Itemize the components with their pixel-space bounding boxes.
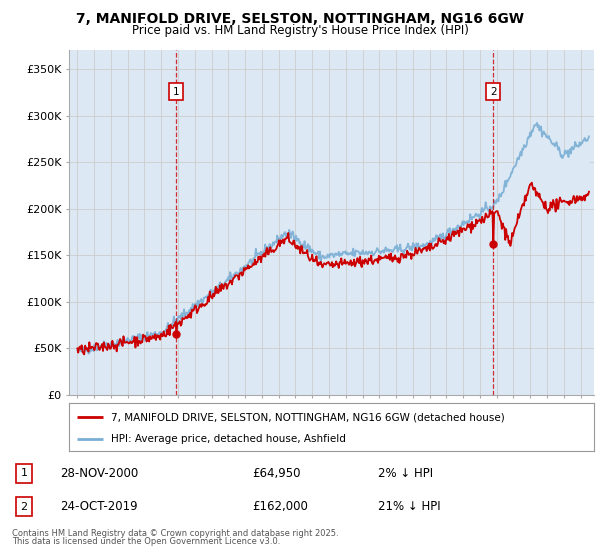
Text: £64,950: £64,950 <box>252 466 301 480</box>
Text: This data is licensed under the Open Government Licence v3.0.: This data is licensed under the Open Gov… <box>12 537 280 546</box>
Text: 7, MANIFOLD DRIVE, SELSTON, NOTTINGHAM, NG16 6GW: 7, MANIFOLD DRIVE, SELSTON, NOTTINGHAM, … <box>76 12 524 26</box>
Text: Price paid vs. HM Land Registry's House Price Index (HPI): Price paid vs. HM Land Registry's House … <box>131 24 469 36</box>
Text: 7, MANIFOLD DRIVE, SELSTON, NOTTINGHAM, NG16 6GW (detached house): 7, MANIFOLD DRIVE, SELSTON, NOTTINGHAM, … <box>111 413 505 422</box>
Text: £162,000: £162,000 <box>252 500 308 514</box>
Text: 1: 1 <box>173 87 179 97</box>
Text: Contains HM Land Registry data © Crown copyright and database right 2025.: Contains HM Land Registry data © Crown c… <box>12 529 338 538</box>
Text: 28-NOV-2000: 28-NOV-2000 <box>60 466 138 480</box>
Text: 21% ↓ HPI: 21% ↓ HPI <box>378 500 440 514</box>
Text: 2: 2 <box>20 502 28 512</box>
Text: 1: 1 <box>20 468 28 478</box>
Text: 24-OCT-2019: 24-OCT-2019 <box>60 500 137 514</box>
Text: 2: 2 <box>490 87 497 97</box>
Text: 2% ↓ HPI: 2% ↓ HPI <box>378 466 433 480</box>
Text: HPI: Average price, detached house, Ashfield: HPI: Average price, detached house, Ashf… <box>111 434 346 444</box>
